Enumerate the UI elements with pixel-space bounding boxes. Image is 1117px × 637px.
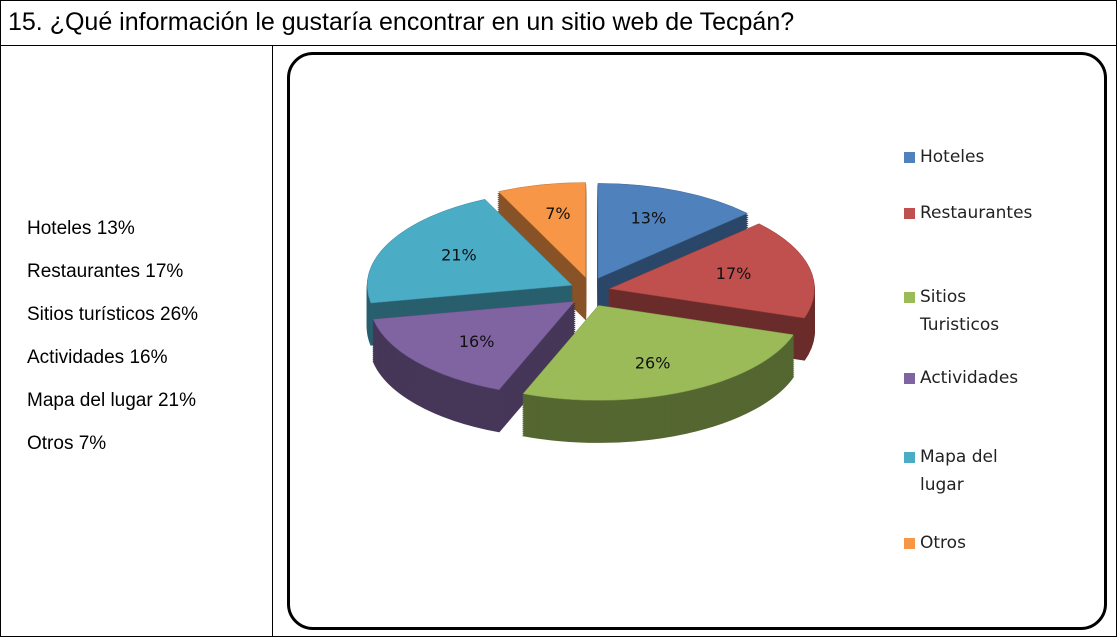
legend-label: Otros bbox=[920, 533, 966, 553]
list-item: Otros 7% bbox=[27, 433, 107, 454]
row-divider bbox=[0, 45, 1117, 46]
chart-frame bbox=[287, 52, 1107, 630]
legend-swatch bbox=[904, 292, 915, 303]
data-label: 21% bbox=[441, 245, 477, 264]
list-item: Restaurantes 17% bbox=[27, 261, 184, 282]
list-item: Mapa del lugar 21% bbox=[27, 390, 196, 411]
data-label: 13% bbox=[631, 209, 667, 228]
legend-label: Sitios Turisticos bbox=[920, 287, 1000, 335]
legend-swatch bbox=[904, 152, 915, 163]
list-item: Sitios turísticos 26% bbox=[27, 304, 199, 325]
legend-label: Mapa del lugar bbox=[920, 447, 998, 495]
column-divider bbox=[272, 45, 273, 637]
slice bbox=[522, 305, 794, 401]
list-item: Actividades 16% bbox=[27, 347, 168, 368]
slice bbox=[366, 199, 573, 304]
pie-slice-group bbox=[522, 305, 795, 443]
legend-swatch bbox=[904, 208, 915, 219]
legend-label: Hoteles bbox=[920, 147, 985, 167]
list-item: Hoteles 13% bbox=[27, 218, 135, 239]
slice bbox=[597, 183, 748, 279]
legend-label: Actividades bbox=[920, 368, 1019, 388]
data-label: 26% bbox=[635, 353, 671, 372]
slice bbox=[497, 182, 586, 279]
slice bbox=[608, 223, 815, 319]
pie-slice-group bbox=[372, 301, 576, 433]
data-label: 17% bbox=[716, 264, 752, 283]
legend-swatch bbox=[904, 538, 915, 549]
legend-swatch bbox=[904, 452, 915, 463]
title: 15. ¿Qué información le gustaría encontr… bbox=[8, 8, 795, 36]
data-label: 7% bbox=[545, 204, 570, 223]
legend-label: Restaurantes bbox=[920, 203, 1033, 223]
slice bbox=[372, 301, 576, 391]
data-label: 16% bbox=[459, 332, 495, 351]
legend-swatch bbox=[904, 373, 915, 384]
